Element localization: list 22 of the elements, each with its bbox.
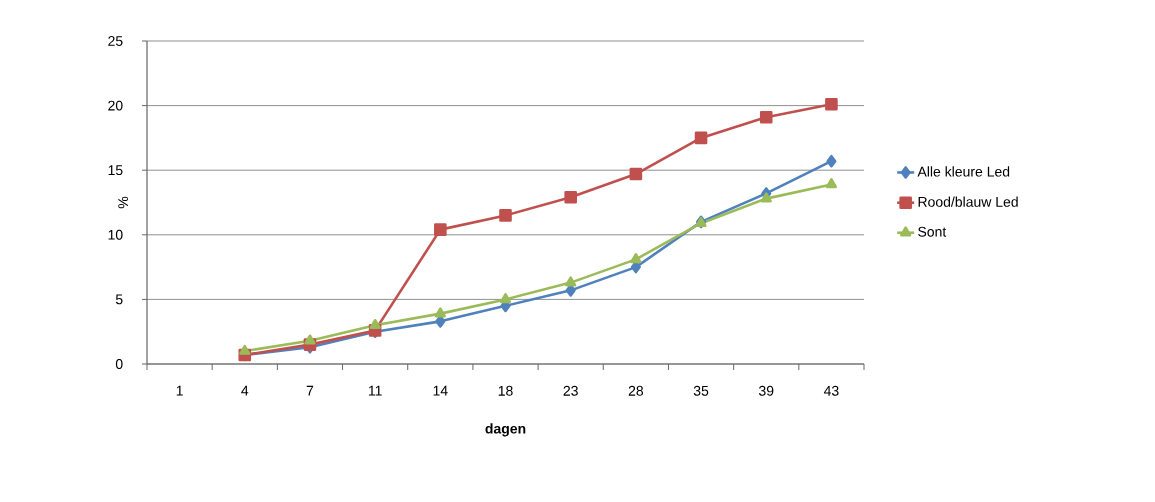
legend-label: Alle kleure Led	[917, 166, 1010, 177]
y-tick-label: 10	[108, 229, 123, 240]
y-tick-label: 0	[115, 359, 123, 369]
x-tick-label: 43	[823, 385, 839, 396]
x-tick-label: 4	[241, 385, 249, 396]
x-tick-label: 7	[306, 385, 314, 396]
x-tick-label: 28	[628, 385, 644, 396]
y-tick-label: 25	[108, 36, 123, 46]
x-tick-label: 39	[758, 385, 774, 396]
legend-label: Sont	[918, 226, 947, 237]
legend-label: Rood/blauw Led	[918, 196, 1018, 207]
y-axis-title: %	[118, 196, 129, 209]
x-tick-label: 14	[433, 385, 448, 396]
x-tick-label: 1	[176, 385, 183, 396]
y-tick-label: 5	[115, 294, 123, 305]
x-tick-label: 18	[498, 385, 513, 396]
y-tick-label: 15	[108, 165, 123, 176]
x-axis-title: dagen	[485, 423, 526, 437]
y-tick-label: 20	[108, 100, 123, 111]
x-tick-label: 23	[563, 385, 578, 396]
x-tick-label: 11	[368, 385, 382, 396]
x-tick-label: 35	[693, 385, 709, 396]
